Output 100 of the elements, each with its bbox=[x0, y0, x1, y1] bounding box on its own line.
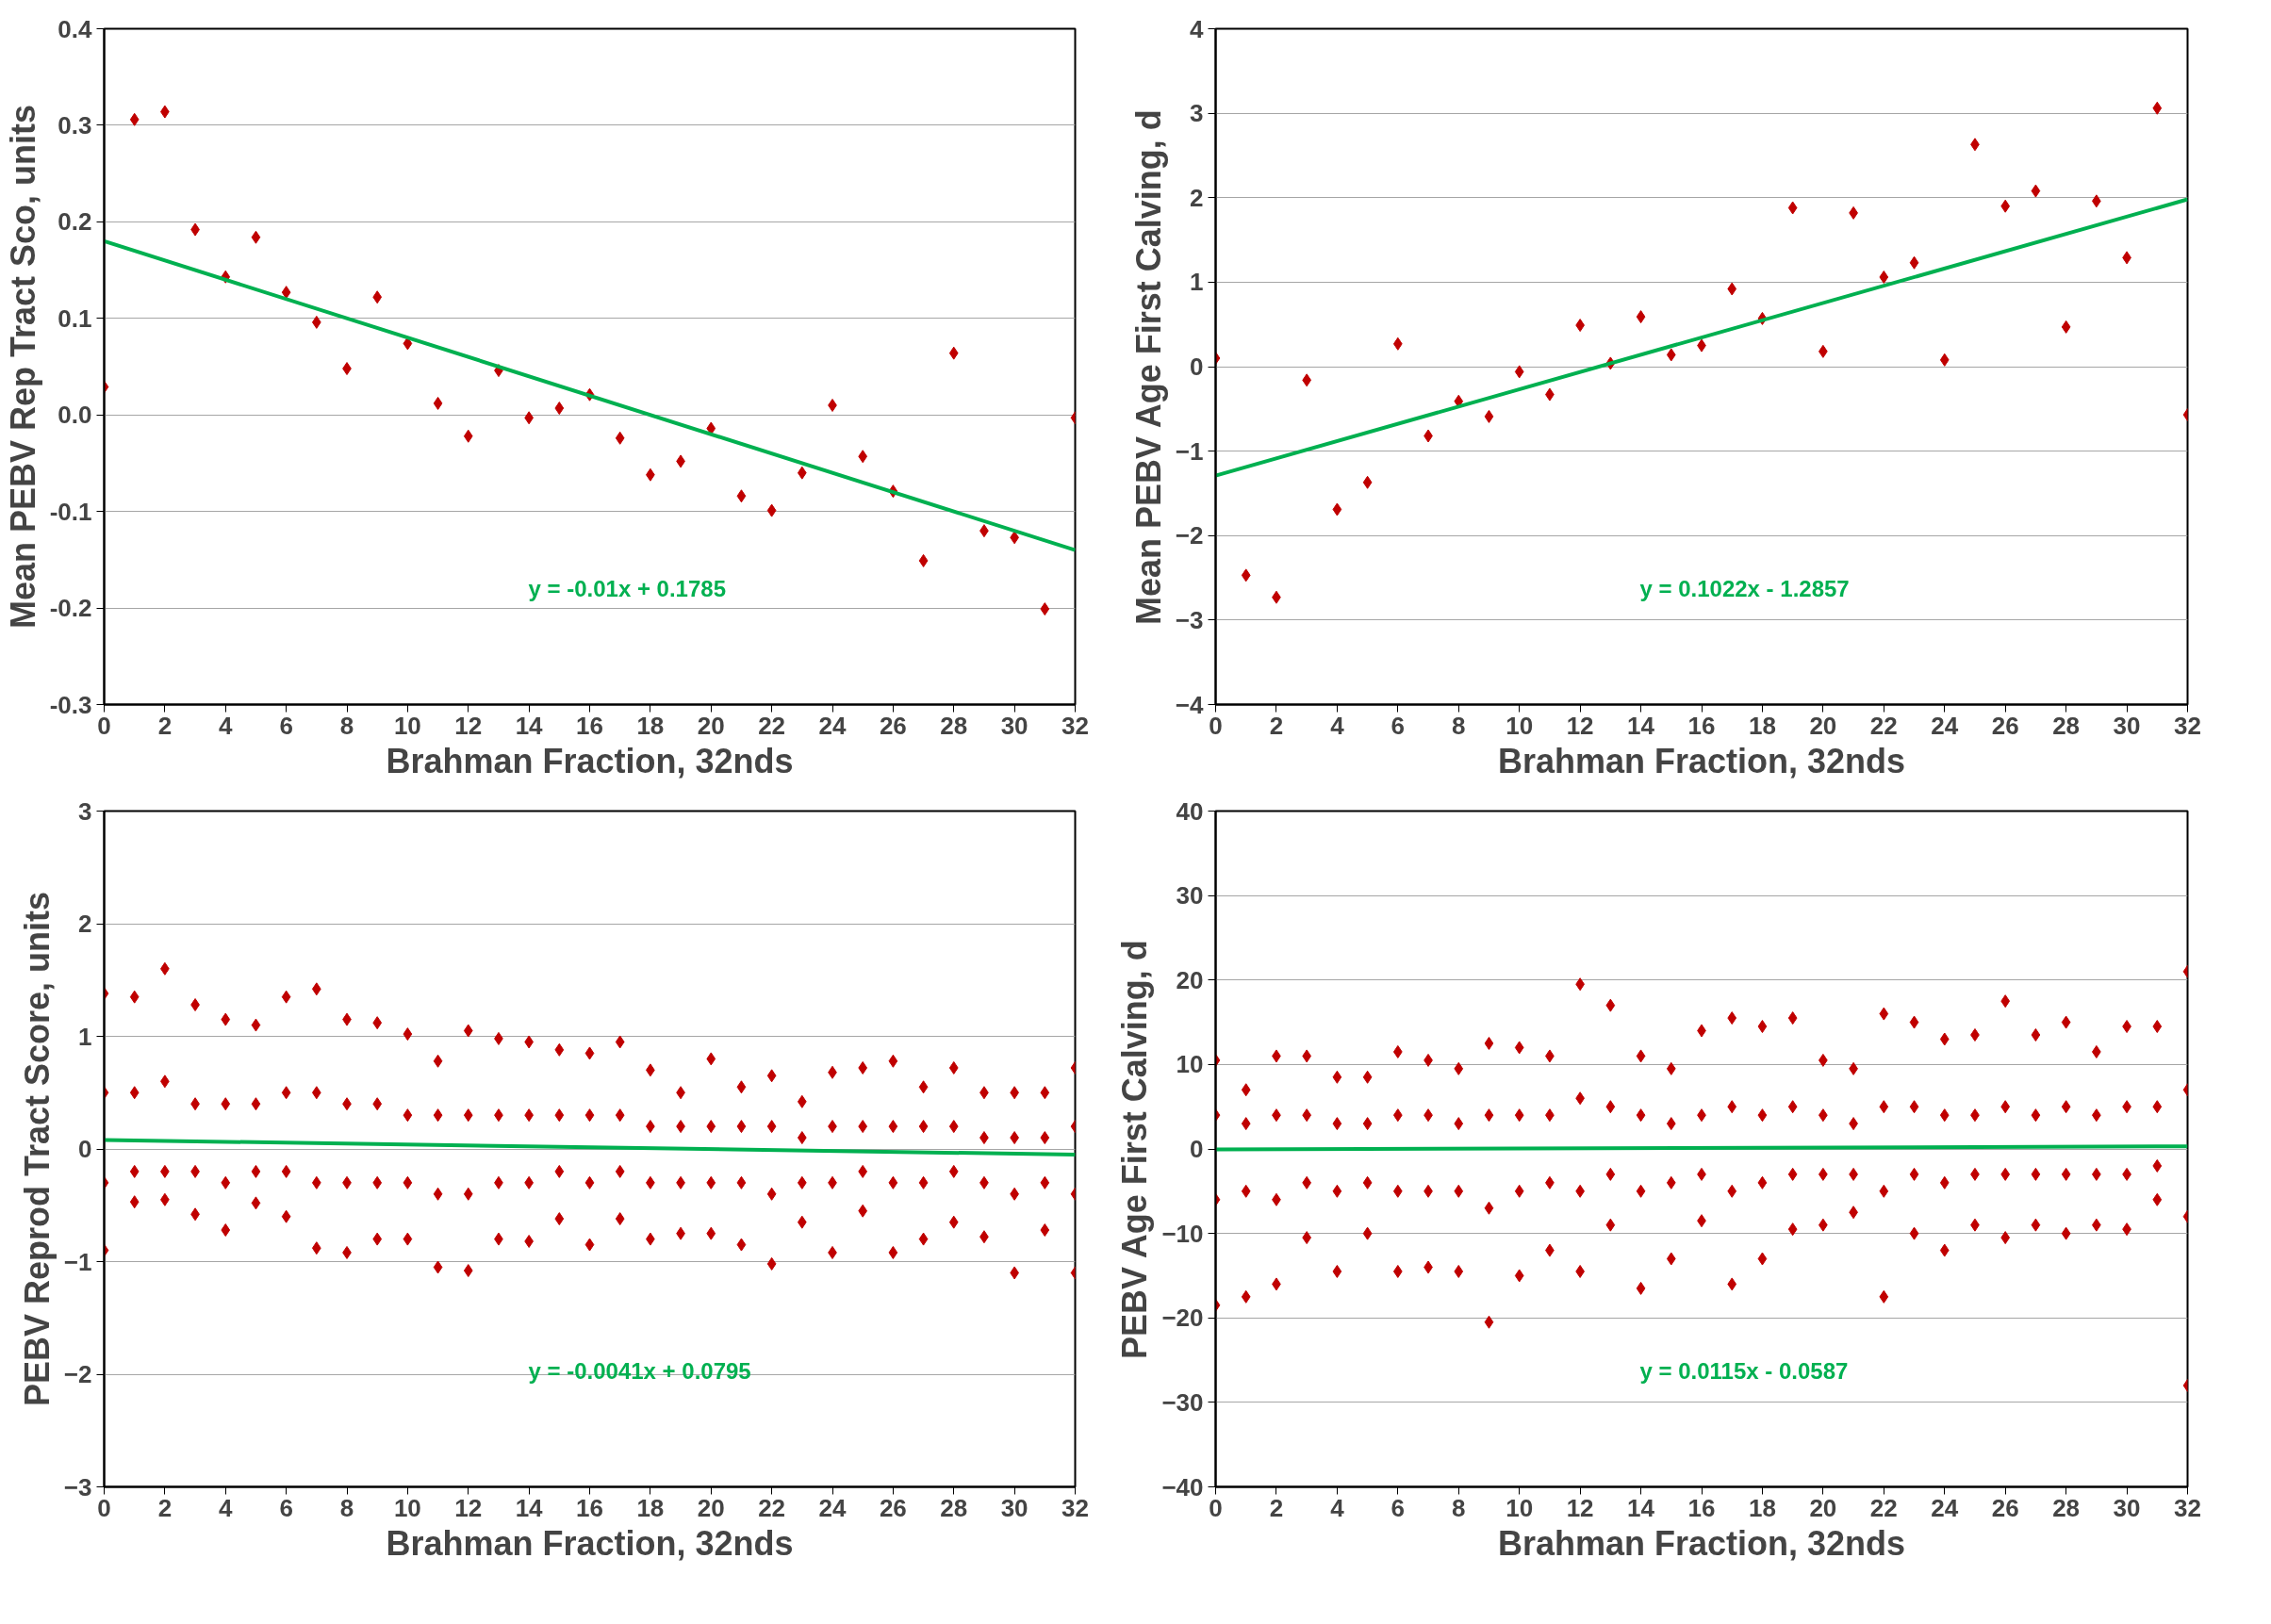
x-tick-label: 32 bbox=[2174, 1493, 2201, 1522]
x-axis-title: Brahman Fraction, 32nds bbox=[1497, 1523, 1906, 1563]
y-tick-label: −30 bbox=[1161, 1387, 1204, 1417]
x-tick-label: 26 bbox=[879, 1493, 907, 1522]
y-tick-label: 10 bbox=[1176, 1050, 1204, 1079]
y-tick-label: -0.2 bbox=[49, 594, 92, 623]
x-tick-label: 12 bbox=[454, 1493, 483, 1522]
x-tick-label: 0 bbox=[97, 711, 111, 740]
y-tick-label: 0.3 bbox=[58, 110, 92, 139]
y-tick-label: 40 bbox=[1176, 796, 1204, 826]
y-tick-label: 0 bbox=[1190, 1135, 1204, 1163]
x-tick-label: 6 bbox=[279, 711, 293, 740]
y-tick-label: −40 bbox=[1161, 1472, 1204, 1501]
x-tick-label: 4 bbox=[219, 1493, 234, 1522]
x-tick-label: 32 bbox=[1061, 1493, 1089, 1522]
y-tick-label: −20 bbox=[1161, 1304, 1204, 1333]
x-tick-label: 28 bbox=[940, 711, 968, 740]
x-tick-label: 24 bbox=[1931, 711, 1959, 740]
x-tick-label: 20 bbox=[1809, 711, 1837, 740]
y-tick-label: 30 bbox=[1176, 881, 1204, 910]
x-tick-label: 2 bbox=[157, 711, 173, 740]
y-tick-label: −2 bbox=[63, 1360, 92, 1388]
x-tick-label: 16 bbox=[576, 1493, 603, 1522]
y-axis-title: Mean PEBV Age First Calving, d bbox=[1128, 109, 1168, 626]
x-tick-label: 32 bbox=[1061, 711, 1089, 740]
x-tick-label: 14 bbox=[515, 1493, 544, 1522]
annotation: y = -0.01x + 0.1785 bbox=[528, 575, 727, 601]
y-tick-label: −10 bbox=[1161, 1219, 1204, 1248]
x-tick-label: 18 bbox=[636, 711, 665, 740]
x-tick-label: 6 bbox=[279, 1493, 293, 1522]
y-tick-label: −1 bbox=[63, 1247, 92, 1276]
x-tick-label: 26 bbox=[1991, 711, 2019, 740]
y-tick-label: 1 bbox=[1190, 268, 1204, 297]
x-tick-label: 14 bbox=[515, 711, 544, 740]
y-tick-label: 1 bbox=[78, 1022, 92, 1051]
y-axis-title: PEBV Reprod Tract Score, units bbox=[17, 891, 57, 1407]
x-tick-label: 18 bbox=[1748, 711, 1776, 740]
x-tick-label: 10 bbox=[1506, 711, 1534, 740]
x-tick-label: 12 bbox=[454, 711, 483, 740]
y-tick-label: 3 bbox=[1190, 99, 1204, 128]
x-tick-label: 6 bbox=[1391, 1493, 1406, 1522]
annotation: y = 0.0115x - 0.0587 bbox=[1639, 1357, 1849, 1384]
y-axis-title: Mean PEBV Rep Tract Sco, units bbox=[3, 104, 42, 630]
x-tick-label: 10 bbox=[1506, 1493, 1534, 1522]
x-tick-label: 26 bbox=[879, 711, 907, 740]
annotation: y = 0.1022x - 1.2857 bbox=[1639, 575, 1850, 601]
x-tick-label: 0 bbox=[1209, 1493, 1223, 1522]
x-tick-label: 16 bbox=[576, 711, 603, 740]
annotation: y = -0.0041x + 0.0795 bbox=[528, 1357, 751, 1384]
y-tick-label: 4 bbox=[1190, 14, 1205, 43]
x-tick-label: 12 bbox=[1566, 711, 1594, 740]
x-tick-label: 14 bbox=[1627, 1493, 1655, 1522]
x-tick-label: 6 bbox=[1391, 711, 1406, 740]
x-axis-title: Brahman Fraction, 32nds bbox=[1497, 741, 1906, 780]
x-tick-label: 10 bbox=[393, 711, 421, 740]
y-tick-label: 0.2 bbox=[58, 207, 92, 237]
x-tick-label: 26 bbox=[1991, 1493, 2019, 1522]
x-tick-label: 30 bbox=[1000, 711, 1029, 740]
x-tick-label: 30 bbox=[2113, 1493, 2141, 1522]
y-tick-label: 2 bbox=[1190, 183, 1204, 212]
x-tick-label: 4 bbox=[1330, 1493, 1345, 1522]
x-tick-label: 22 bbox=[758, 1493, 786, 1522]
x-tick-label: 30 bbox=[1000, 1493, 1029, 1522]
x-tick-label: 4 bbox=[219, 711, 234, 740]
x-tick-label: 8 bbox=[339, 711, 354, 740]
x-tick-label: 32 bbox=[2174, 711, 2201, 740]
y-tick-label: 0.0 bbox=[58, 401, 92, 430]
x-tick-label: 22 bbox=[1869, 711, 1898, 740]
x-tick-label: 28 bbox=[940, 1493, 968, 1522]
x-tick-label: 8 bbox=[1452, 1493, 1466, 1522]
y-tick-label: 20 bbox=[1176, 965, 1204, 994]
y-tick-label: 0 bbox=[1190, 353, 1204, 381]
x-tick-label: 10 bbox=[393, 1493, 421, 1522]
x-tick-label: 20 bbox=[697, 1493, 725, 1522]
x-tick-label: 22 bbox=[1869, 1493, 1898, 1522]
y-tick-label: 0.1 bbox=[58, 303, 92, 333]
x-tick-label: 30 bbox=[2113, 711, 2141, 740]
x-tick-label: 2 bbox=[157, 1493, 173, 1522]
y-tick-label: -0.1 bbox=[49, 497, 92, 526]
x-tick-label: 24 bbox=[1931, 1493, 1959, 1522]
y-tick-label: 3 bbox=[78, 796, 92, 826]
x-axis-title: Brahman Fraction, 32nds bbox=[386, 1523, 794, 1563]
y-tick-label: −3 bbox=[63, 1472, 92, 1501]
x-tick-label: 2 bbox=[1269, 1493, 1284, 1522]
x-tick-label: 12 bbox=[1566, 1493, 1594, 1522]
x-tick-label: 28 bbox=[2052, 711, 2081, 740]
x-tick-label: 22 bbox=[758, 711, 786, 740]
x-tick-label: 4 bbox=[1330, 711, 1345, 740]
x-tick-label: 20 bbox=[697, 711, 725, 740]
y-tick-label: 0.4 bbox=[58, 14, 93, 43]
x-tick-label: 16 bbox=[1687, 711, 1716, 740]
x-axis-title: Brahman Fraction, 32nds bbox=[386, 741, 794, 780]
x-tick-label: 2 bbox=[1269, 711, 1284, 740]
y-axis-title: PEBV Age First Calving, d bbox=[1115, 940, 1155, 1360]
x-tick-label: 16 bbox=[1687, 1493, 1716, 1522]
x-tick-label: 18 bbox=[636, 1493, 665, 1522]
y-tick-label: −2 bbox=[1175, 521, 1204, 550]
x-tick-label: 18 bbox=[1748, 1493, 1776, 1522]
y-tick-label: −1 bbox=[1175, 436, 1204, 466]
x-tick-label: 20 bbox=[1809, 1493, 1837, 1522]
